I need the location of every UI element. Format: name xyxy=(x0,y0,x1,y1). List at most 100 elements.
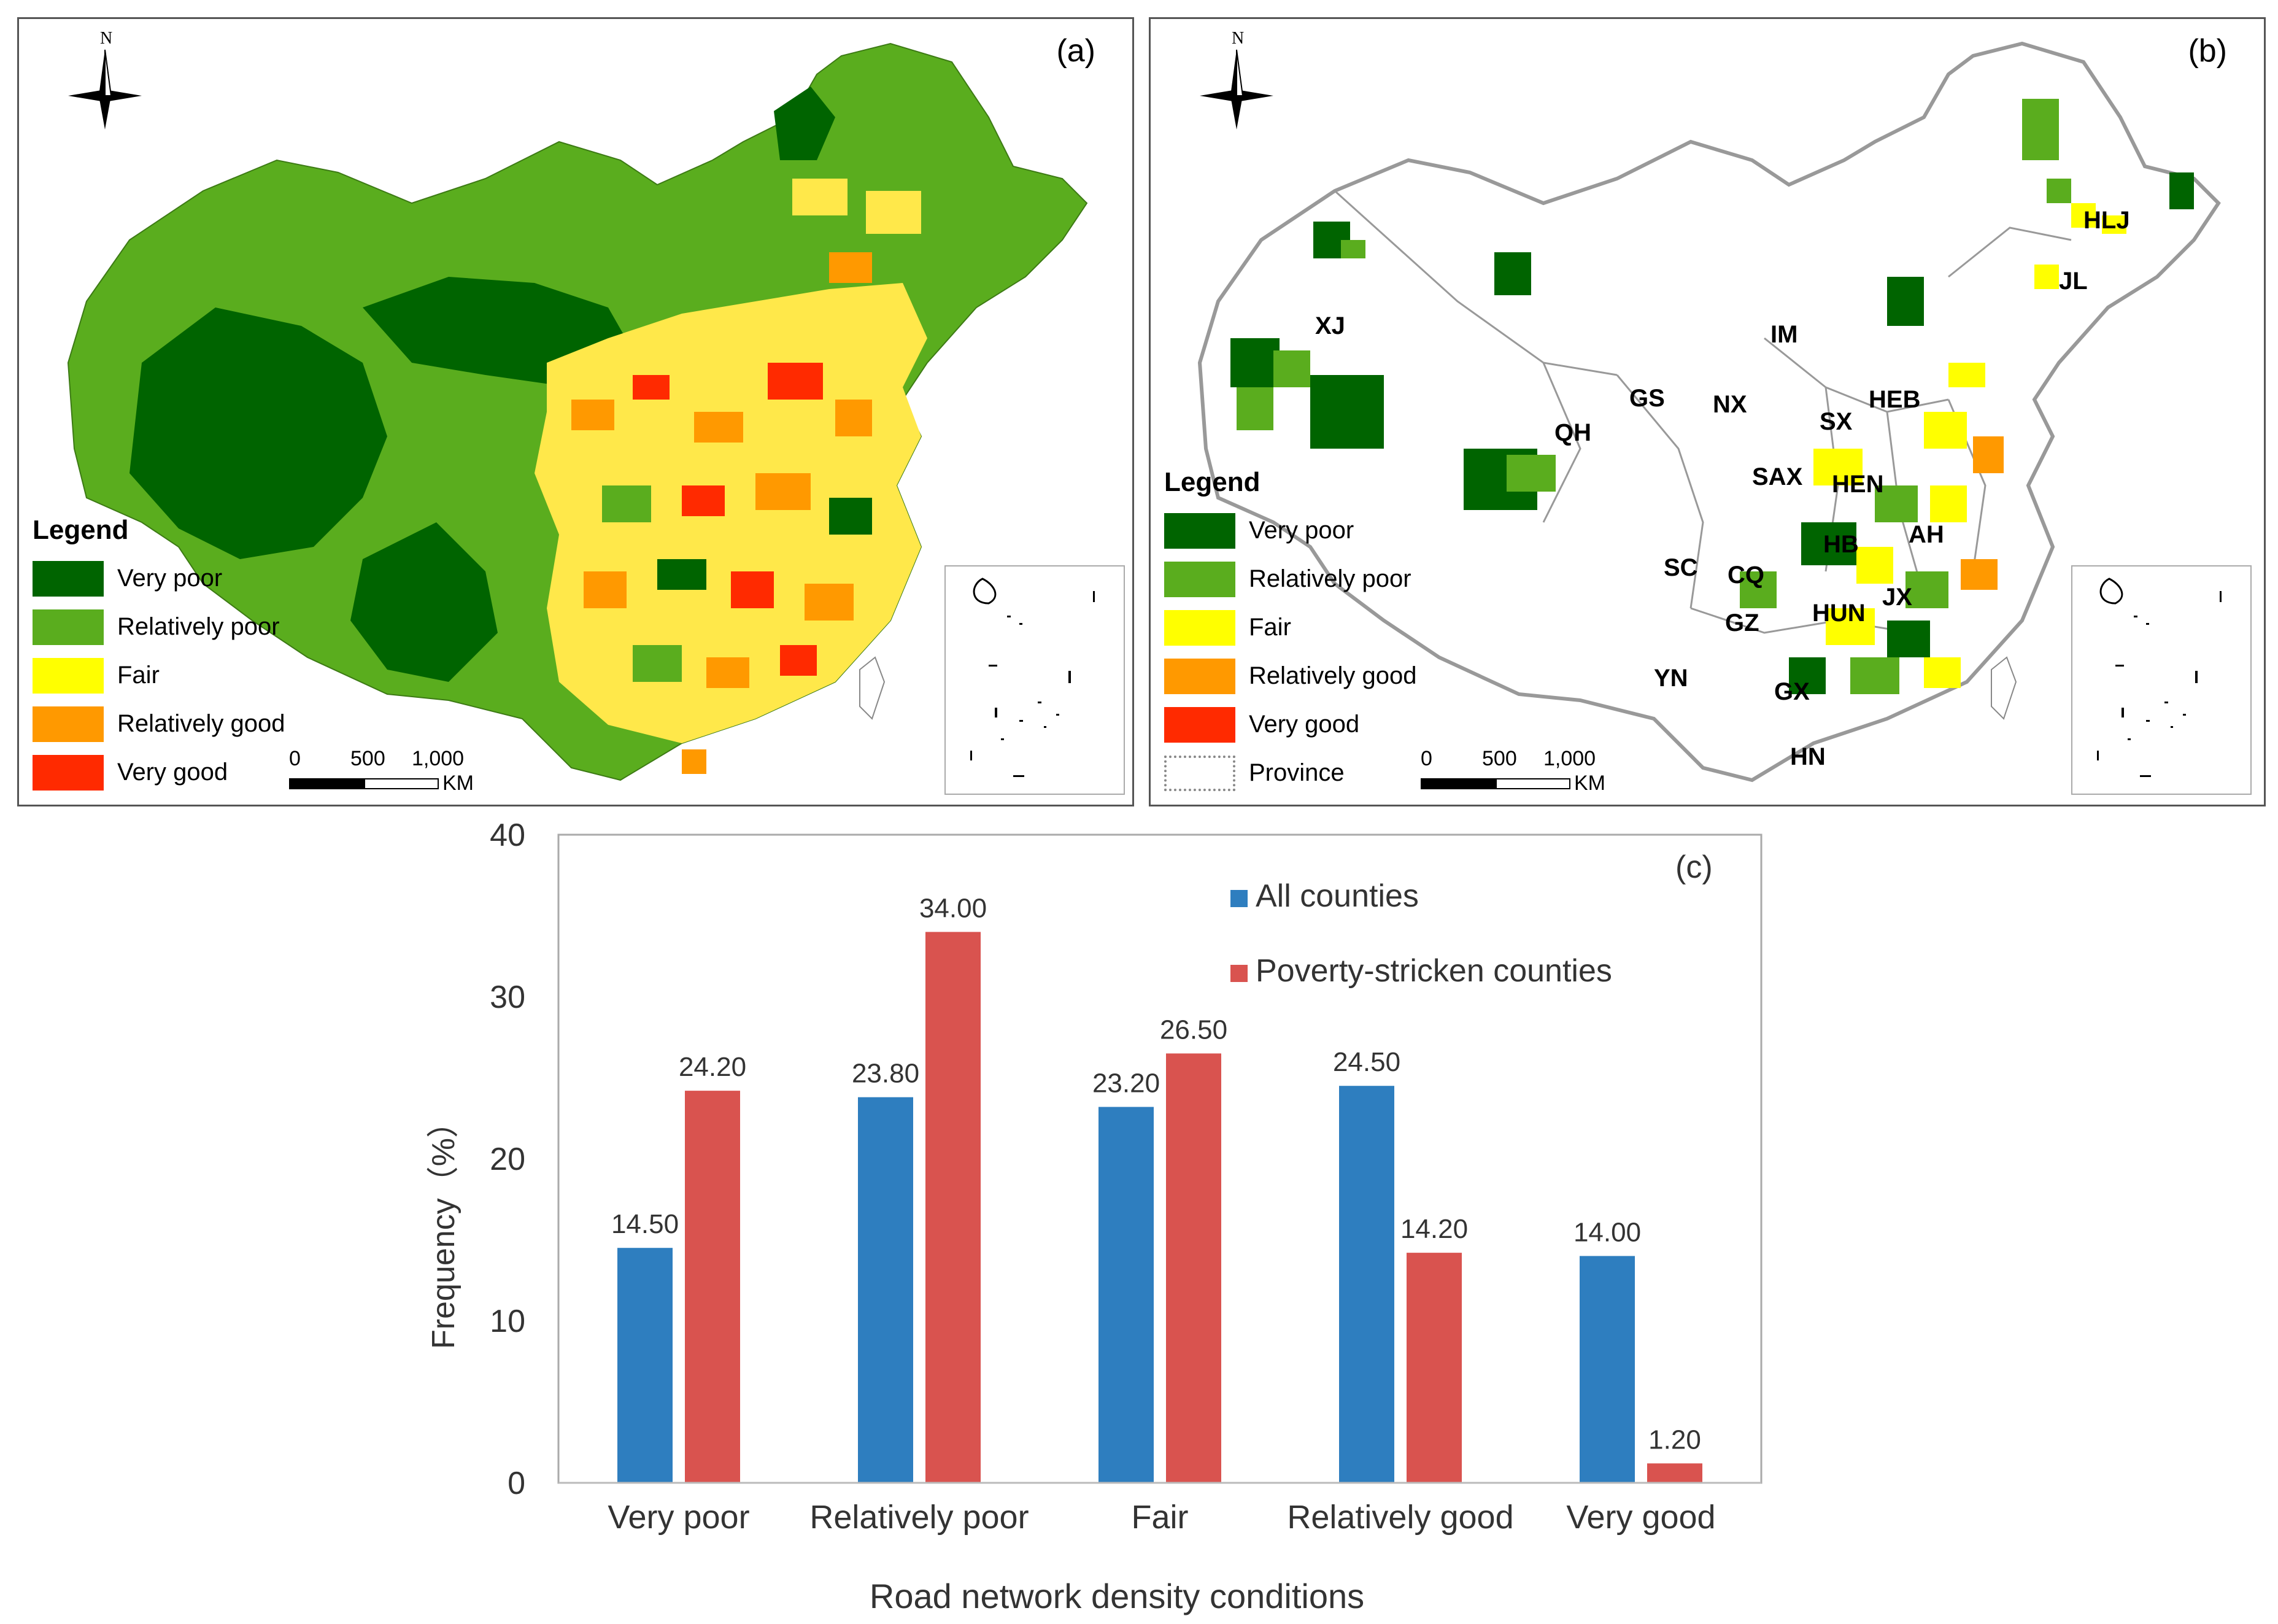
legend-row: Very good xyxy=(33,748,285,797)
legend-swatch-poverty xyxy=(1230,965,1248,982)
north-arrow-icon: N xyxy=(1194,29,1280,136)
province-label: HN xyxy=(1790,743,1826,770)
southwest-very-poor-a xyxy=(350,522,498,682)
scale-unit: KM xyxy=(442,771,474,795)
y-tick-label: 40 xyxy=(490,818,525,853)
taiwan-b xyxy=(1991,656,2017,720)
legend-label: Very good xyxy=(117,759,228,786)
legend-row: Relatively good xyxy=(1164,652,1417,700)
y-tick-label: 0 xyxy=(508,1466,525,1501)
scale-tick: 500 xyxy=(1482,747,1517,770)
province-label: AH xyxy=(1909,521,1944,548)
scale-tick: 1,000 xyxy=(1543,747,1596,770)
legend-label: Fair xyxy=(117,662,160,689)
province-label: CQ xyxy=(1728,562,1764,589)
data-label: 24.50 xyxy=(1333,1047,1400,1077)
x-tick-label: Very poor xyxy=(608,1499,749,1536)
legend-row: Relatively poor xyxy=(33,603,285,651)
legend-label-poverty: Poverty-stricken counties xyxy=(1256,953,1612,989)
y-axis: 0 10 20 30 40 xyxy=(490,818,525,1501)
legend-c: All counties Poverty-stricken counties xyxy=(1230,878,1612,989)
province-label: JL xyxy=(2059,268,2088,295)
province-label: YN xyxy=(1654,665,1688,692)
province-label: QH xyxy=(1554,419,1591,446)
legend-row: Fair xyxy=(1164,603,1417,652)
scale-bar-a: 0 500 1,000 KM xyxy=(289,747,474,795)
x-tick-label: Very good xyxy=(1566,1499,1715,1536)
scale-segment xyxy=(289,778,364,789)
province-label: JX xyxy=(1882,584,1912,611)
mosaic-patches-a xyxy=(571,179,921,774)
legend-label: Relatively good xyxy=(1249,662,1417,689)
legend-swatch xyxy=(33,754,104,791)
legend-label: Relatively poor xyxy=(1249,565,1411,592)
map-a-canvas xyxy=(67,42,1088,781)
data-label: 23.20 xyxy=(1092,1069,1160,1099)
west-very-poor-a xyxy=(129,307,387,559)
data-label: 24.20 xyxy=(679,1052,746,1082)
legend-row: Relatively poor xyxy=(1164,555,1417,603)
province-label: HEN xyxy=(1832,471,1884,498)
legend-label: Province xyxy=(1249,759,1345,786)
legend-row: Fair xyxy=(33,651,285,700)
scale-tick: 500 xyxy=(350,747,385,770)
legend-label: Very poor xyxy=(117,565,223,592)
map-panel-a: N (a) Legend Very poor Relatively poor F… xyxy=(17,17,1134,806)
scale-bar-b: 0 500 1,000 KM xyxy=(1421,747,1605,795)
bar-all-counties xyxy=(1339,1086,1394,1483)
legend-swatch xyxy=(1164,561,1235,597)
bar-all-counties xyxy=(617,1248,673,1483)
legend-swatch xyxy=(33,657,104,694)
bar-poverty-counties xyxy=(685,1091,740,1483)
scale-tick: 0 xyxy=(289,747,301,770)
province-label: SC xyxy=(1664,554,1698,581)
legend-row: Relatively good xyxy=(33,700,285,748)
y-tick-label: 30 xyxy=(490,980,525,1015)
scale-unit: KM xyxy=(1574,771,1605,795)
scale-tick: 0 xyxy=(1421,747,1432,770)
data-label: 14.00 xyxy=(1573,1217,1641,1247)
legend-title: Legend xyxy=(33,515,129,545)
legend-label: Relatively poor xyxy=(117,613,280,640)
scale-segment xyxy=(364,778,439,789)
map-panel-b: N (b) XJ IM HLJ JL GS NX QH SX HEB SAX H… xyxy=(1149,17,2266,806)
map-b-canvas xyxy=(1197,41,2221,783)
legend-label: Very poor xyxy=(1249,517,1354,544)
province-label: GZ xyxy=(1725,609,1759,636)
north-label: N xyxy=(100,29,113,48)
legend-swatch xyxy=(1164,658,1235,694)
bar-poverty-counties xyxy=(1647,1463,1702,1483)
south-china-sea-inset xyxy=(944,565,1125,795)
legend-label: Fair xyxy=(1249,614,1291,641)
province-label: HUN xyxy=(1812,600,1866,627)
data-label: 26.50 xyxy=(1160,1015,1227,1045)
y-tick-label: 10 xyxy=(490,1304,525,1339)
data-label: 23.80 xyxy=(852,1059,919,1089)
province-label: HEB xyxy=(1869,386,1921,413)
taiwan-a xyxy=(859,656,886,720)
province-label: XJ xyxy=(1315,312,1345,339)
legend-swatch xyxy=(33,609,104,645)
legend-label: Relatively good xyxy=(117,710,285,737)
south-china-sea-inset xyxy=(2071,565,2252,795)
north-arrow-icon: N xyxy=(62,29,148,136)
data-label: 1.20 xyxy=(1648,1425,1701,1455)
legend-b: Legend Very poor Relatively poor Fair Re… xyxy=(1164,467,1417,797)
legend-swatch xyxy=(33,560,104,597)
province-label: SAX xyxy=(1752,463,1803,490)
legend-swatch xyxy=(1164,512,1235,549)
y-axis-title: Frequency（%） xyxy=(426,1106,461,1349)
bar-poverty-counties xyxy=(1407,1253,1462,1483)
bar-all-counties xyxy=(858,1097,913,1483)
county-patches-b xyxy=(1230,99,2194,694)
data-label: 14.20 xyxy=(1400,1214,1468,1244)
legend-title: Legend xyxy=(1164,467,1261,497)
province-label: GX xyxy=(1774,678,1810,705)
legend-row: Very good xyxy=(1164,700,1417,749)
legend-swatch xyxy=(1164,755,1235,791)
north-label: N xyxy=(1232,29,1245,48)
province-label: HB xyxy=(1823,531,1859,558)
legend-row: Province xyxy=(1164,749,1417,797)
legend-row: Very poor xyxy=(1164,506,1417,555)
